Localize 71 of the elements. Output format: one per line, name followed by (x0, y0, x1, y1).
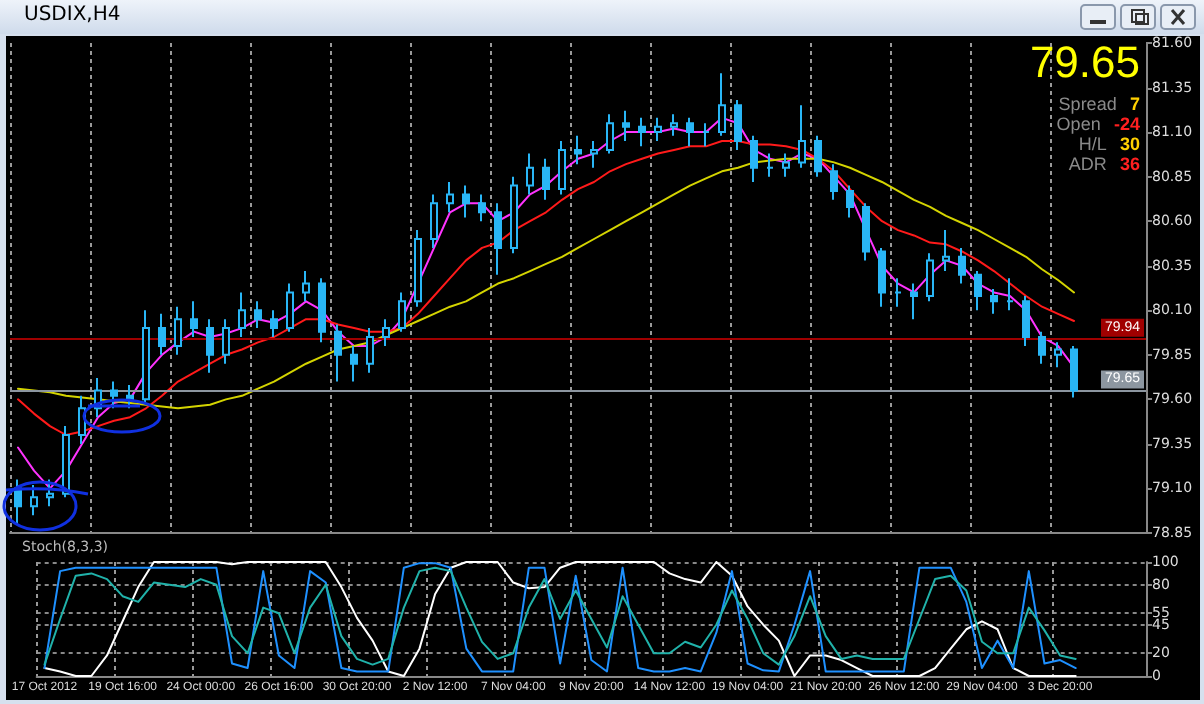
candlestick (366, 327, 374, 374)
candlestick (1038, 330, 1046, 365)
candlestick (414, 229, 422, 308)
candlestick (510, 175, 518, 255)
candlestick (702, 122, 710, 148)
candlestick (142, 309, 150, 404)
candlestick (638, 116, 646, 148)
candlestick (734, 99, 742, 151)
candlestick (974, 270, 982, 312)
candlestick (238, 291, 246, 338)
candlestick (46, 478, 54, 508)
candlestick (686, 116, 694, 148)
candlestick (910, 282, 918, 321)
candlestick (446, 180, 454, 214)
candlestick (382, 318, 390, 347)
annotation: Open -24 (1056, 114, 1141, 134)
candlestick (750, 134, 758, 183)
candlestick (254, 300, 262, 330)
candlestick (654, 116, 662, 142)
candlestick (30, 483, 38, 517)
candlestick (494, 202, 502, 276)
candlestick (542, 157, 550, 201)
annotation: ADR 36 (1068, 154, 1141, 174)
candlestick (190, 300, 198, 338)
candlestick (350, 344, 358, 383)
candlestick (62, 425, 70, 499)
candlestick (814, 134, 822, 178)
candlestick (1006, 277, 1014, 312)
candlestick (894, 277, 902, 308)
candlestick (782, 152, 790, 178)
candlestick (222, 318, 230, 365)
candlestick (526, 152, 534, 196)
chart-title: USDIX,H4 (24, 4, 121, 26)
candlestick (798, 104, 806, 169)
candlestick (670, 113, 678, 137)
candlestick (78, 394, 86, 445)
candlestick (766, 152, 774, 178)
candlestick (574, 134, 582, 166)
candlestick (590, 140, 598, 169)
annotation: 79.65 (1029, 37, 1141, 87)
candlestick (622, 109, 630, 142)
candlestick (990, 287, 998, 315)
candlestick (270, 309, 278, 338)
candlestick (398, 291, 406, 333)
candlestick (926, 252, 934, 303)
candlestick (110, 380, 118, 410)
candlestick (1022, 295, 1030, 347)
candlestick (286, 282, 294, 333)
candlestick (942, 229, 950, 273)
candlestick (462, 184, 470, 219)
candlestick (318, 277, 326, 344)
candlestick (334, 323, 342, 383)
candlestick (862, 202, 870, 262)
annotation: Spread 7 (1058, 94, 1141, 114)
candlestick (174, 305, 182, 356)
candlestick (606, 113, 614, 155)
candlestick (830, 163, 838, 201)
candlestick (302, 270, 310, 303)
candlestick (478, 193, 486, 223)
candlestick (158, 312, 166, 356)
candlestick (126, 384, 134, 410)
candlestick (1070, 344, 1078, 399)
candlestick (558, 140, 566, 196)
candlestick (430, 193, 438, 249)
candlestick (958, 246, 966, 285)
candlestick (718, 72, 726, 137)
candlestick (1054, 341, 1062, 369)
annotation: H/L 30 (1078, 134, 1141, 154)
candlestick (206, 318, 214, 374)
candlestick (846, 184, 854, 219)
candlestick (878, 246, 886, 308)
